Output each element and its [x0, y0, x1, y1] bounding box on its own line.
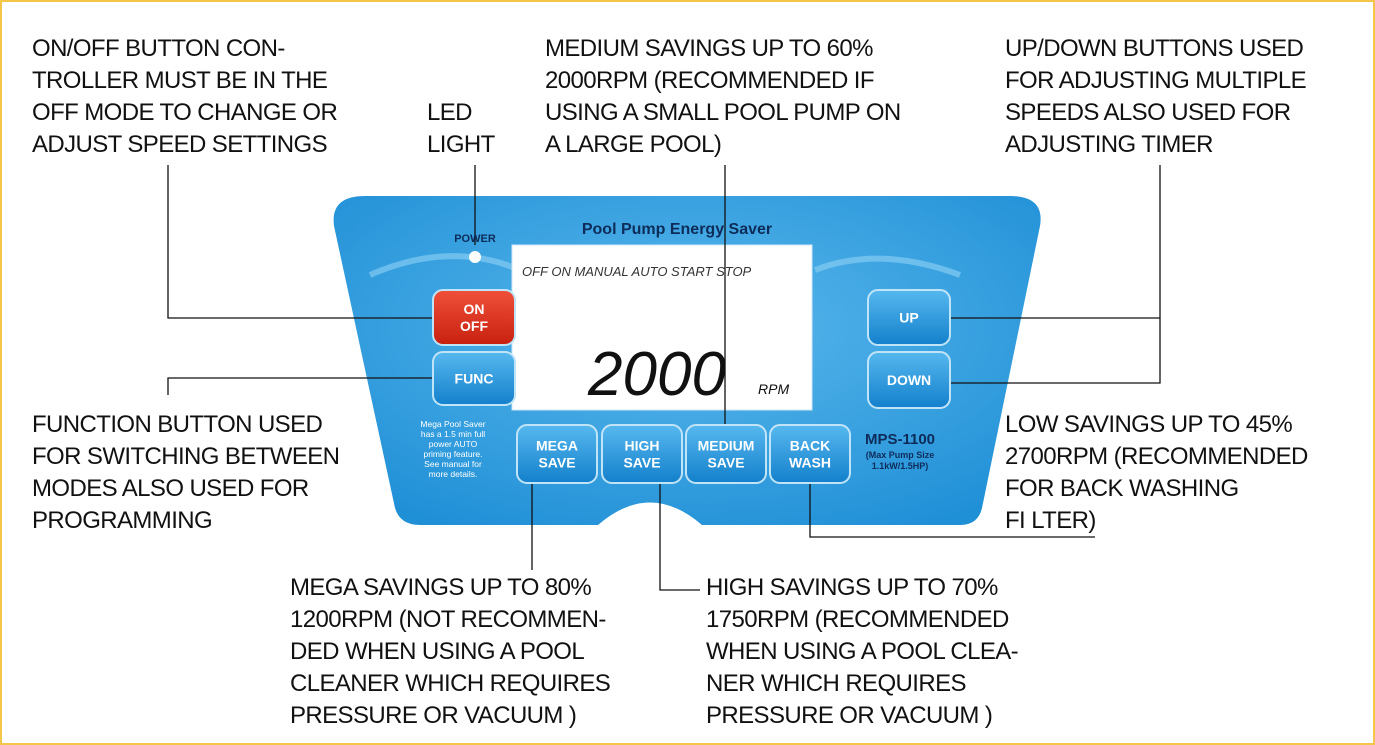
panel-title: Pool Pump Energy Saver — [582, 221, 772, 238]
button-label: DOWN — [887, 372, 931, 388]
model-spec: 1.1kW/1.5HP) — [872, 461, 929, 471]
annotation-line: WHEN USING A POOL CLEA- — [706, 638, 1018, 665]
button-label: BACK — [790, 438, 830, 454]
button-label: WASH — [789, 455, 831, 471]
button-label: MEGA — [536, 438, 578, 454]
note-line: more details. — [429, 469, 478, 479]
annotation-line: TROLLER MUST BE IN THE — [32, 67, 327, 94]
button-label: FUNC — [455, 371, 494, 387]
annotation-line: FOR SWITCHING BETWEEN — [32, 443, 339, 470]
note-line: See manual for — [424, 459, 482, 469]
annotation-line: MODES ALSO USED FOR — [32, 475, 309, 502]
annotation-line: USING A SMALL POOL PUMP ON — [545, 99, 901, 126]
button-label: SAVE — [623, 455, 660, 471]
annotation-line: 2000RPM (RECOMMENDED IF — [545, 67, 874, 94]
display-value: 2000 — [587, 340, 726, 409]
annotation-line: FOR ADJUSTING MULTIPLE — [1005, 67, 1306, 94]
button-label: HIGH — [625, 438, 660, 454]
button-label: UP — [899, 310, 918, 326]
annotation-line: PROGRAMMING — [32, 507, 212, 534]
annotation-line: ADJUST SPEED SETTINGS — [32, 131, 327, 158]
power-label: POWER — [454, 233, 496, 245]
button-label: OFF — [460, 318, 488, 334]
note-line: Mega Pool Saver — [420, 419, 485, 429]
annotation-line: DED WHEN USING A POOL — [290, 638, 584, 665]
led — [469, 251, 481, 263]
annotation-line: ADJUSTING TIMER — [1005, 131, 1213, 158]
annotation-line: A LARGE POOL) — [545, 131, 721, 158]
display-unit: RPM — [758, 381, 789, 397]
annotation-line: NER WHICH REQUIRES — [706, 670, 966, 697]
annotation-line: OFF MODE TO CHANGE OR — [32, 99, 337, 126]
annotation-line: 1750RPM (RECOMMENDED — [706, 606, 1009, 633]
button-label: SAVE — [707, 455, 744, 471]
note-line: has a 1.5 min full — [421, 429, 485, 439]
annotation-line: LIGHT — [427, 131, 496, 158]
annotation-line: MEDIUM SAVINGS UP TO 60% — [545, 35, 873, 62]
annotation-line: UP/DOWN BUTTONS USED — [1005, 35, 1304, 62]
button-label: ON — [464, 301, 485, 317]
annotation-line: MEGA SAVINGS UP TO 80% — [290, 574, 591, 601]
annotation-line: FI LTER) — [1005, 507, 1096, 534]
annotation-line: CLEANER WHICH REQUIRES — [290, 670, 610, 697]
annotation-line: SPEEDS ALSO USED FOR — [1005, 99, 1291, 126]
model-spec: (Max Pump Size — [866, 450, 935, 460]
button-label: MEDIUM — [698, 438, 755, 454]
model: MPS-1100 — [865, 431, 935, 448]
annotation-line: LED — [427, 99, 472, 126]
note-line: priming feature. — [423, 449, 482, 459]
annotation-line: PRESSURE OR VACUUM ) — [706, 702, 992, 729]
annotation-line: HIGH SAVINGS UP TO 70% — [706, 574, 998, 601]
annotation-line: LOW SAVINGS UP TO 45% — [1005, 411, 1292, 438]
annotation-line: FUNCTION BUTTON USED — [32, 411, 322, 438]
note-line: power AUTO — [429, 439, 478, 449]
annotation-line: 1200RPM (NOT RECOMMEN- — [290, 606, 606, 633]
annotation-line: FOR BACK WASHING — [1005, 475, 1239, 502]
annotation-line: ON/OFF BUTTON CON- — [32, 35, 285, 62]
button-label: SAVE — [538, 455, 575, 471]
diagram: ON/OFF BUTTON CON- TROLLER MUST BE IN THE… — [0, 0, 1375, 745]
annotation-line: PRESSURE OR VACUUM ) — [290, 702, 576, 729]
status-bar: OFF ON MANUAL AUTO START STOP — [522, 264, 752, 279]
annotation-line: 2700RPM (RECOMMENDED — [1005, 443, 1308, 470]
